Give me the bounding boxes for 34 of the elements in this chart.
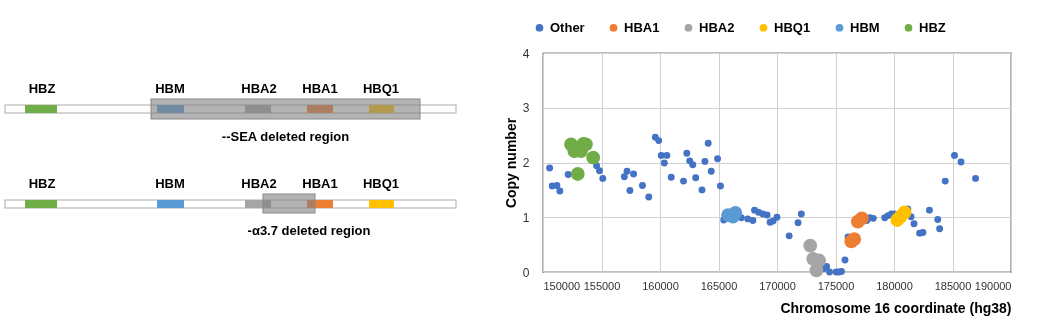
x-tick-label: 190000 (974, 279, 1012, 292)
x-tick-label: 175000 (817, 279, 855, 292)
text: HBQ1 (362, 176, 400, 191)
y-tick-label: 1 (522, 210, 530, 225)
text: HBA1 (302, 81, 338, 96)
x-tick-label: 165000 (700, 279, 738, 292)
text: HBM (155, 81, 185, 96)
legend-label: Other (550, 19, 585, 35)
x-tick-label: 155000 (583, 279, 621, 292)
legend-label: HBM (850, 19, 880, 35)
legend-label: HBA2 (699, 19, 735, 35)
x-tick-label: 160000 (642, 279, 679, 292)
text: HBA1 (302, 176, 338, 191)
text: HBZ (28, 81, 56, 96)
text: HBA2 (241, 81, 277, 96)
x-tick-label: 150000 (543, 279, 581, 292)
y-tick-label: 2 (522, 156, 530, 170)
text: --SEA deleted region (221, 129, 350, 144)
text: HBZ (28, 176, 56, 191)
x-tick-label: 170000 (759, 279, 796, 292)
x-axis-title: Chromosome 16 coordinate (hg38) (780, 299, 1012, 316)
legend-label: HBZ (919, 19, 946, 35)
text: HBA2 (241, 176, 277, 191)
text: HBQ1 (362, 81, 400, 96)
x-tick-label: 180000 (876, 279, 913, 292)
y-axis-title: Copy number (502, 117, 519, 209)
text: -α3.7 deleted region (247, 223, 371, 238)
x-tick-label: 185000 (934, 279, 972, 292)
text: HBM (155, 176, 185, 191)
y-tick-label: 0 (522, 265, 530, 280)
y-tick-label: 3 (522, 101, 530, 116)
legend-label: HBQ1 (774, 19, 811, 35)
legend-label: HBA1 (624, 19, 660, 35)
y-tick-label: 4 (522, 46, 530, 61)
